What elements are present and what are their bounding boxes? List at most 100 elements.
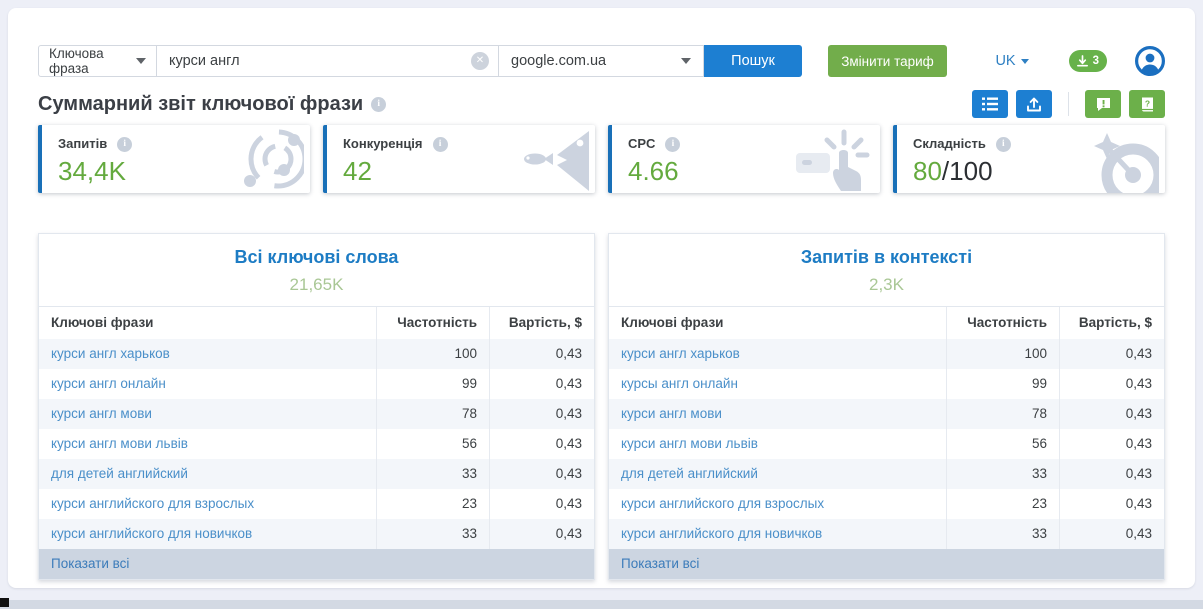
stat-label: Запитів	[58, 136, 108, 151]
downloads-badge[interactable]: 3	[1068, 50, 1107, 72]
user-icon	[1135, 46, 1165, 76]
tables-row: Всі ключові слова 21,65K Ключові фрази Ч…	[38, 233, 1165, 580]
col-header-cost: Вартість, $	[1059, 307, 1164, 339]
divider	[1068, 92, 1069, 116]
show-all-link[interactable]: Показати всі	[621, 556, 700, 571]
chevron-down-icon	[1020, 58, 1029, 64]
keyword-link[interactable]: курси англ мови	[621, 406, 722, 421]
keyword-link[interactable]: курси англ харьков	[621, 346, 740, 361]
keyword-link[interactable]: курси англ мови львів	[51, 436, 188, 451]
cost-value: 0,43	[489, 489, 594, 519]
list-settings-button[interactable]	[972, 90, 1008, 118]
stat-card-cpc: CPC i 4.66	[608, 125, 880, 193]
list-settings-icon	[982, 97, 998, 111]
table-row: курси англ мови 78 0,43	[609, 399, 1164, 429]
language-dropdown[interactable]: UK	[995, 53, 1029, 69]
frequency-value: 99	[946, 369, 1059, 399]
table-row: курси англ харьков 100 0,43	[609, 339, 1164, 369]
info-icon[interactable]: i	[665, 137, 681, 152]
table-row: курси английского для взрослых 23 0,43	[39, 489, 594, 519]
table-footer: Показати всі	[609, 549, 1164, 579]
stats-row: Запитів i 34,4K Конкуренція i 42	[38, 125, 1165, 193]
col-header-frequency: Частотність	[946, 307, 1059, 339]
keyword-link[interactable]: курси английского для взрослых	[51, 496, 255, 511]
all-keywords-table: Всі ключові слова 21,65K Ключові фрази Ч…	[38, 233, 595, 580]
cost-value: 0,43	[1059, 429, 1164, 459]
feedback-button[interactable]	[1085, 90, 1121, 118]
table-header-row: Ключові фрази Частотність Вартість, $	[39, 306, 594, 339]
table-footer: Показати всі	[39, 549, 594, 579]
keyword-link[interactable]: курсы англ онлайн	[621, 376, 738, 391]
frequency-value: 33	[946, 519, 1059, 549]
frequency-value: 78	[946, 399, 1059, 429]
info-icon[interactable]: i	[371, 96, 387, 112]
cost-value: 0,43	[1059, 489, 1164, 519]
feedback-bubble-icon	[1096, 97, 1110, 111]
table-row: для детей английский 33 0,43	[609, 459, 1164, 489]
show-all-link[interactable]: Показати всі	[51, 556, 130, 571]
col-header-frequency: Частотність	[376, 307, 489, 339]
keyword-link[interactable]: курси английского для новичков	[51, 526, 253, 541]
search-region-dropdown[interactable]: google.com.ua	[498, 45, 704, 77]
table-total: 21,65K	[289, 275, 344, 294]
user-avatar[interactable]	[1135, 46, 1165, 76]
keyword-search-input[interactable]	[157, 45, 498, 77]
keyword-link[interactable]: курси английского для взрослых	[621, 496, 825, 511]
search-bar: Ключова фраза ✕ google.com.ua Пошук	[38, 45, 802, 77]
frequency-value: 56	[376, 429, 489, 459]
table-total: 2,3K	[869, 275, 904, 294]
export-button[interactable]	[1016, 90, 1052, 118]
frequency-value: 33	[376, 459, 489, 489]
info-icon[interactable]: i	[117, 137, 133, 152]
keyword-link[interactable]: для детей английский	[51, 466, 188, 481]
export-upload-icon	[1027, 97, 1041, 111]
keyword-link[interactable]: курси англ мови львів	[621, 436, 758, 451]
search-type-dropdown[interactable]: Ключова фраза	[38, 45, 157, 77]
stat-label: CPC	[628, 136, 656, 151]
cost-value: 0,43	[489, 339, 594, 369]
stat-value: 80	[913, 156, 942, 186]
frequency-value: 23	[376, 489, 489, 519]
clear-input-icon[interactable]: ✕	[471, 52, 489, 70]
big-fish-eats-small-fish-icon	[524, 131, 589, 191]
language-label: UK	[995, 53, 1016, 69]
cost-value: 0,43	[489, 429, 594, 459]
frequency-value: 100	[376, 339, 489, 369]
frequency-value: 78	[376, 399, 489, 429]
table-row: курси английского для взрослых 23 0,43	[609, 489, 1164, 519]
cost-value: 0,43	[489, 369, 594, 399]
col-header-cost: Вартість, $	[489, 307, 594, 339]
cost-value: 0,43	[1059, 519, 1164, 549]
main-panel: Ключова фраза ✕ google.com.ua Пошук Змін…	[8, 8, 1195, 588]
help-manual-button[interactable]: ?	[1129, 90, 1165, 118]
info-icon[interactable]: i	[995, 137, 1011, 152]
keyword-link[interactable]: курси англ мови	[51, 406, 152, 421]
keyword-link[interactable]: курси английского для новичков	[621, 526, 823, 541]
keyword-link[interactable]: курси англ харьков	[51, 346, 170, 361]
stat-card-difficulty: Складність i 80/100	[893, 125, 1165, 193]
frequency-value: 56	[946, 429, 1059, 459]
frequency-value: 100	[946, 339, 1059, 369]
stat-card-competition: Конкуренція i 42	[323, 125, 595, 193]
stat-value: 4.66	[628, 156, 679, 186]
search-type-label: Ключова фраза	[49, 46, 104, 76]
col-header-phrases: Ключові фрази	[621, 315, 724, 330]
downloads-count: 3	[1092, 55, 1099, 67]
table-header-row: Ключові фрази Частотність Вартість, $	[609, 306, 1164, 339]
top-toolbar: Ключова фраза ✕ google.com.ua Пошук Змін…	[38, 45, 1165, 77]
stat-value: 42	[343, 156, 372, 186]
stat-label: Конкуренція	[343, 136, 423, 151]
table-row: курси английского для новичков 33 0,43	[609, 519, 1164, 549]
cursor-artifact	[0, 598, 9, 607]
keyword-link[interactable]: для детей английский	[621, 466, 758, 481]
frequency-value: 33	[376, 519, 489, 549]
search-button[interactable]: Пошук	[704, 45, 802, 77]
chevron-down-icon	[136, 58, 146, 64]
change-plan-button[interactable]: Змінити тариф	[828, 45, 947, 77]
svg-text:?: ?	[1144, 98, 1149, 108]
keyword-link[interactable]: курси англ онлайн	[51, 376, 166, 391]
info-icon[interactable]: i	[432, 137, 448, 152]
help-book-icon: ?	[1141, 97, 1153, 111]
context-queries-table: Запитів в контексті 2,3K Ключові фрази Ч…	[608, 233, 1165, 580]
page-title: Суммарний звіт ключової фрази	[38, 92, 364, 115]
